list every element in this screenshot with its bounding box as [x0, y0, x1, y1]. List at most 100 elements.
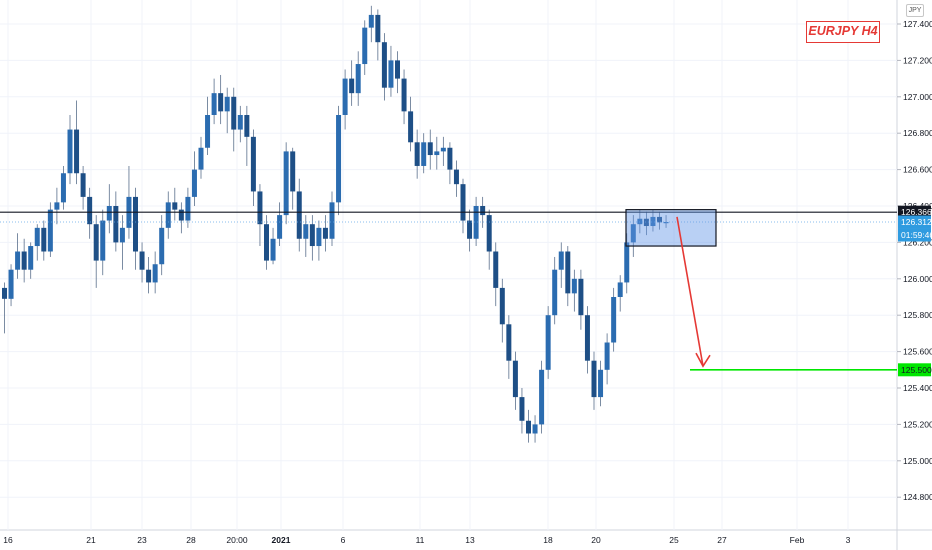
- candle-body: [224, 96, 230, 112]
- candle-body: [198, 147, 204, 170]
- candle-body: [15, 251, 21, 270]
- candle-body: [630, 224, 636, 243]
- last-price-tag: 126.312: [901, 217, 932, 227]
- candle-body: [486, 215, 492, 252]
- candle-body: [388, 60, 394, 88]
- x-tick-label: 23: [137, 535, 147, 545]
- price-axis[interactable]: 127.400127.200127.000126.800126.600126.4…: [897, 19, 932, 502]
- chart-overlays: [0, 209, 897, 371]
- candle-body: [54, 202, 60, 210]
- candle-body: [453, 169, 459, 185]
- candle-body: [584, 315, 590, 361]
- x-tick-label: 27: [717, 535, 727, 545]
- currency-label[interactable]: JPY: [906, 4, 924, 17]
- candle-body: [21, 251, 27, 270]
- candle-body: [133, 196, 138, 252]
- down-arrow-shaft: [676, 216, 704, 367]
- y-tick-label: 126.000: [903, 274, 932, 284]
- candle-body: [80, 173, 86, 197]
- y-tick-label: 125.200: [903, 419, 932, 429]
- candles: [2, 5, 669, 443]
- candle-body: [172, 202, 178, 210]
- candle-body: [381, 42, 387, 88]
- candle-body: [178, 209, 184, 221]
- candle-body: [493, 251, 499, 288]
- candle-body: [401, 78, 407, 112]
- candle-body: [296, 191, 302, 239]
- y-tick-label: 127.000: [903, 92, 932, 102]
- target-price-tag-bg: [898, 363, 931, 377]
- candle-body: [591, 360, 597, 398]
- countdown-tag-bg: [898, 228, 931, 242]
- candle-body: [74, 129, 80, 174]
- candle-body: [598, 369, 604, 398]
- candle-body: [617, 282, 623, 297]
- candle-body: [467, 220, 473, 239]
- candle-body: [34, 227, 40, 247]
- candle-body: [499, 287, 505, 325]
- candle-body: [309, 224, 315, 247]
- candle-body: [408, 111, 414, 143]
- countdown-tag: 01:59:46: [901, 230, 932, 240]
- last-price-tag-bg: [898, 215, 931, 229]
- chart-title: EURJPY H4: [806, 21, 880, 43]
- x-tick-label: 2021: [272, 535, 291, 545]
- candle-body: [355, 64, 361, 94]
- candle-body: [532, 424, 538, 434]
- x-tick-label: 3: [846, 535, 851, 545]
- x-tick-label: 20:00: [226, 535, 248, 545]
- x-tick-label: 13: [465, 535, 475, 545]
- candle-body: [512, 360, 518, 398]
- y-tick-label: 124.800: [903, 492, 932, 502]
- horizontal-line-price-tag: 126.366: [901, 207, 932, 217]
- candle-body: [165, 202, 171, 228]
- candle-body: [303, 224, 309, 239]
- candle-body: [375, 14, 381, 43]
- candle-body: [663, 222, 669, 224]
- candle-body: [237, 115, 243, 130]
- candle-body: [283, 151, 289, 216]
- candle-body: [106, 206, 112, 221]
- supply-zone-rect: [625, 209, 717, 247]
- candle-body: [565, 251, 571, 294]
- candle-body: [342, 78, 348, 115]
- candle-body: [447, 147, 453, 170]
- horizontal-line-price-tag-bg: [898, 205, 931, 219]
- candle-body: [152, 264, 158, 283]
- candle-body: [657, 216, 662, 223]
- candle-body: [604, 342, 610, 370]
- y-tick-label: 125.800: [903, 310, 932, 320]
- candle-body: [526, 420, 531, 434]
- candle-body: [244, 115, 250, 137]
- candle-body: [119, 227, 125, 243]
- candle-body: [41, 227, 47, 252]
- candle-body: [257, 191, 263, 225]
- candle-body: [414, 142, 420, 166]
- candle-body: [322, 227, 328, 239]
- candle-body: [93, 224, 99, 261]
- time-axis[interactable]: 16 21 23 28 20:00 2021 6 11 13 18 20 25 27 Feb 3: [3, 535, 850, 545]
- candle-body: [139, 251, 145, 270]
- candle-body: [316, 227, 322, 247]
- candle-body: [578, 278, 584, 316]
- candle-body: [624, 242, 630, 283]
- x-tick-label: 18: [543, 535, 553, 545]
- candle-body: [336, 115, 342, 203]
- candle-body: [2, 287, 7, 299]
- x-tick-label: 21: [86, 535, 96, 545]
- y-tick-label: 126.800: [903, 128, 932, 138]
- x-tick-label: 16: [3, 535, 13, 545]
- candle-body: [558, 251, 564, 270]
- candle-body: [329, 202, 335, 239]
- candle-body: [47, 209, 53, 252]
- candle-body: [264, 224, 269, 261]
- candle-body: [231, 96, 237, 130]
- y-tick-label: 126.600: [903, 165, 932, 175]
- candle-body: [8, 269, 14, 299]
- candle-body: [539, 369, 545, 425]
- y-tick-label: 127.200: [903, 55, 932, 65]
- y-tick-label: 126.200: [903, 237, 932, 247]
